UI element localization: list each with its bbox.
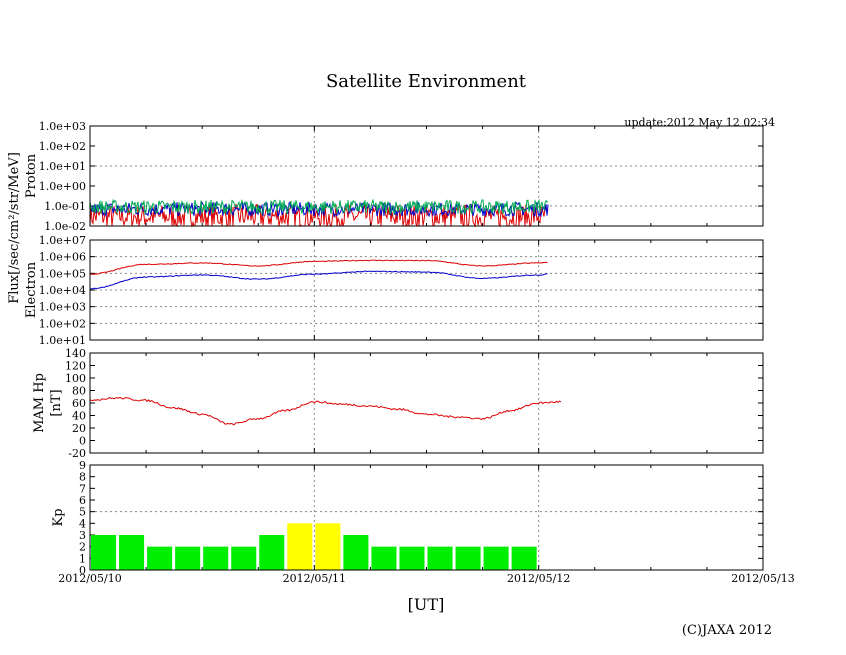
y-tick-label: 1 <box>79 552 86 565</box>
kp-bar <box>399 546 425 570</box>
y-tick-label: 1.0e+01 <box>39 334 86 347</box>
y-tick-label: 140 <box>65 347 86 360</box>
y-tick-label: -20 <box>68 447 86 460</box>
y-tick-label: 1.0e+06 <box>39 251 86 264</box>
kp-bar <box>511 546 537 570</box>
x-tick-label: 2012/05/13 <box>731 572 794 585</box>
y-tick-label: 1.0e+03 <box>39 120 86 133</box>
y-axis-label-kp: Kp <box>51 508 66 526</box>
y-axis-label-electron: Electron <box>24 261 39 318</box>
panel-frame <box>89 352 764 454</box>
kp-bar <box>315 523 341 570</box>
kp-bar <box>119 535 145 570</box>
kp-bar <box>231 546 257 570</box>
kp-bar <box>91 535 117 570</box>
x-axis: 2012/05/10 2012/05/11 2012/05/12 2012/05/13 <box>58 572 794 585</box>
y-tick-label: 1.0e-02 <box>44 220 86 233</box>
y-tick-label: 100 <box>65 372 86 385</box>
y-tick-label: 1.0e+05 <box>39 267 86 280</box>
flux-axis-label: Flux[/sec/cm²/str/MeV] <box>7 152 22 304</box>
y-axis-unit-mam: [nT] <box>49 389 64 416</box>
y-tick-label: 1.0e-01 <box>44 200 86 213</box>
panel-electron: 1.0e+01 1.0e+02 1.0e+03 1.0e+04 1.0e+05 1.0e+… <box>24 234 764 347</box>
x-tick-label: 2012/05/12 <box>507 572 570 585</box>
y-tick-label: 0 <box>79 435 86 448</box>
y-tick-label: 1.0e+02 <box>39 140 86 153</box>
proton-series-green <box>89 198 549 216</box>
mam-series-red <box>89 396 562 426</box>
kp-bar <box>147 546 173 570</box>
y-tick-label: 0 <box>79 564 86 577</box>
electron-series-red <box>89 259 548 275</box>
y-tick-label: 1.0e+01 <box>39 160 86 173</box>
y-tick-label: 9 <box>79 459 86 472</box>
y-tick-label: 1.0e+04 <box>39 284 86 297</box>
y-tick-label: 20 <box>72 422 86 435</box>
y-tick-label: 5 <box>79 506 86 519</box>
y-tick-label: 80 <box>72 385 86 398</box>
y-axis-label-mam: MAM Hp <box>32 373 47 433</box>
y-tick-label: 7 <box>79 482 86 495</box>
proton-series-blue <box>89 200 549 218</box>
y-tick-label: 6 <box>79 494 86 507</box>
copyright: (C)JAXA 2012 <box>682 623 772 638</box>
x-axis-unit: [UT] <box>408 595 445 614</box>
panels: 1.0e-021.0e-011.0e+001.0e+011.0e+021.0e+… <box>24 120 764 577</box>
kp-bar <box>427 546 453 570</box>
y-axis-label-proton: Proton <box>24 153 39 198</box>
x-tick-label: 2012/05/11 <box>283 572 346 585</box>
kp-bar <box>287 523 313 570</box>
electron-series-blue <box>89 270 548 290</box>
flux-axis-label-text: Flux[/sec/cm²/str/MeV] <box>7 152 22 304</box>
y-tick-label: 120 <box>65 360 86 373</box>
kp-bar <box>343 535 369 570</box>
kp-bar <box>175 546 201 570</box>
panel-proton: 1.0e-02 1.0e-01 1.0e+00 1.0e+01 1.0e+02 1.0e+… <box>24 120 764 233</box>
kp-bar <box>483 546 509 570</box>
y-tick-label: 1.0e+03 <box>39 301 86 314</box>
kp-bar <box>455 546 481 570</box>
x-tick-label: 2012/05/10 <box>58 572 121 585</box>
y-tick-label: 40 <box>72 410 86 423</box>
y-tick-label: 1.0e+02 <box>39 317 86 330</box>
chart-title: Satellite Environment <box>326 71 527 92</box>
y-tick-label: 1.0e+00 <box>39 180 86 193</box>
y-tick-label: 4 <box>79 517 86 530</box>
y-tick-label: 1.0e+07 <box>39 234 86 247</box>
y-tick-label: 3 <box>79 529 86 542</box>
update-timestamp: update:2012 May 12 02:34 <box>624 116 775 129</box>
y-tick-label: 2 <box>79 541 86 554</box>
y-tick-label: 8 <box>79 471 86 484</box>
kp-bar <box>371 546 397 570</box>
kp-bar <box>259 535 285 570</box>
y-tick-label: 60 <box>72 397 86 410</box>
kp-bar <box>203 546 229 570</box>
